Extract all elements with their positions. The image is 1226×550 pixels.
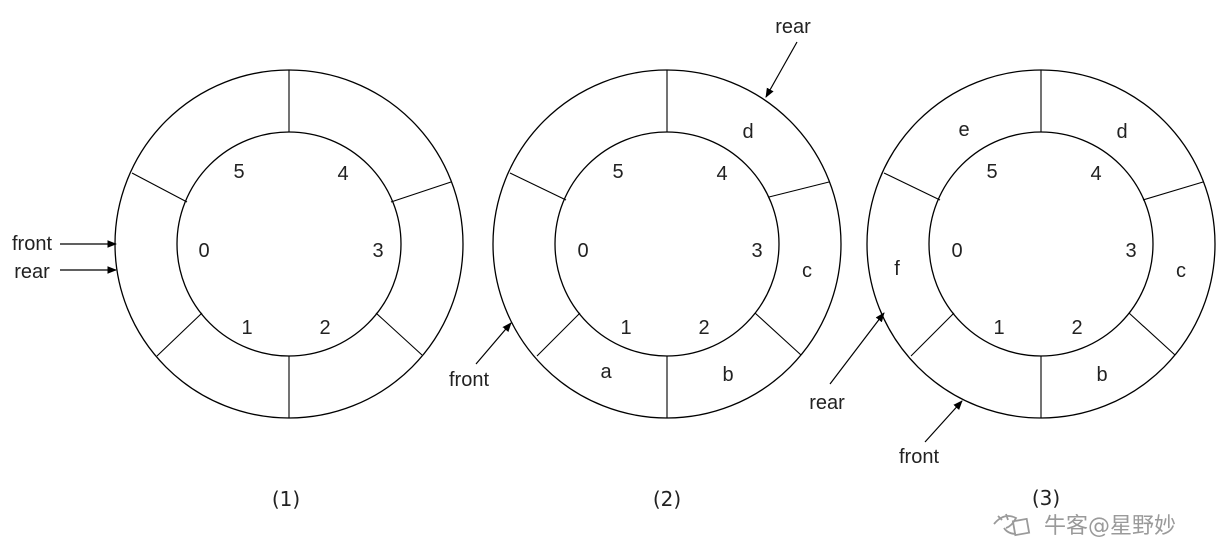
rear-pointer: rear (809, 312, 885, 414)
diagram-caption: (3) (1032, 486, 1060, 510)
slot-index: 0 (198, 240, 209, 262)
slot-value: d (742, 121, 753, 143)
slot-index: 5 (233, 161, 244, 183)
slot-index: 5 (612, 161, 623, 183)
niuke-logo-icon (993, 513, 1031, 537)
slot-index: 2 (319, 317, 330, 339)
rear-label: rear (809, 392, 845, 414)
rear-pointer: rear (14, 261, 117, 283)
divider (1128, 312, 1176, 356)
diagram-caption: (1) (272, 487, 300, 511)
slot-index: 2 (1071, 317, 1082, 339)
slot-index: 1 (620, 317, 631, 339)
divider (754, 312, 802, 356)
inner-ring (176, 131, 402, 357)
diagram-caption: (2) (653, 487, 681, 511)
divider (131, 172, 188, 203)
slot-index: 3 (751, 240, 762, 262)
slot-index: 5 (986, 161, 997, 183)
slot-index: 3 (372, 240, 383, 262)
rear-arrow (829, 312, 885, 385)
slot-index: 4 (337, 163, 348, 185)
slot-value: e (958, 119, 969, 141)
rear-arrow (765, 41, 798, 98)
inner-ring (554, 131, 780, 357)
divider (1142, 181, 1204, 201)
slot-value: d (1116, 121, 1127, 143)
slot-value: f (894, 258, 900, 280)
watermark-text: 牛客@星野妙 (1044, 514, 1176, 539)
front-arrow (475, 322, 512, 365)
front-label: front (899, 446, 939, 468)
front-arrow (924, 400, 963, 443)
divider (883, 172, 941, 201)
front-pointer: front (12, 233, 117, 255)
divider (390, 181, 452, 203)
rear-label: rear (775, 16, 811, 38)
slot-index: 4 (716, 163, 727, 185)
front-label: front (12, 233, 52, 255)
watermark: 牛客@星野妙 (993, 513, 1176, 539)
rear-pointer: rear (765, 16, 811, 98)
slot-value: b (1096, 364, 1107, 386)
rear-label: rear (14, 261, 50, 283)
slot-index: 1 (241, 317, 252, 339)
divider (910, 312, 955, 357)
divider (768, 181, 830, 198)
slot-value: b (722, 364, 733, 386)
queue-diagram-2: 0 1 2 3 4 5 a b c d rear front (2) (449, 16, 842, 511)
queue-diagram-3: 0 1 2 3 4 5 f b c d e rear front (3) (809, 69, 1216, 510)
slot-value: a (600, 361, 612, 383)
divider (509, 172, 567, 201)
slot-index: 0 (577, 240, 588, 262)
front-label: front (449, 369, 489, 391)
slot-index: 1 (993, 317, 1004, 339)
slot-index: 0 (951, 240, 962, 262)
slot-value: c (802, 260, 812, 282)
front-pointer: front (449, 322, 512, 391)
divider (375, 312, 423, 356)
queue-diagram-1: 0 1 2 3 4 5 front rear (1) (12, 69, 464, 511)
divider (156, 312, 203, 357)
slot-index: 2 (698, 317, 709, 339)
slot-index: 4 (1090, 163, 1101, 185)
front-pointer: front (899, 400, 963, 468)
divider (536, 312, 581, 357)
slot-index: 3 (1125, 240, 1136, 262)
inner-ring (928, 131, 1154, 357)
slot-value: c (1176, 260, 1186, 282)
